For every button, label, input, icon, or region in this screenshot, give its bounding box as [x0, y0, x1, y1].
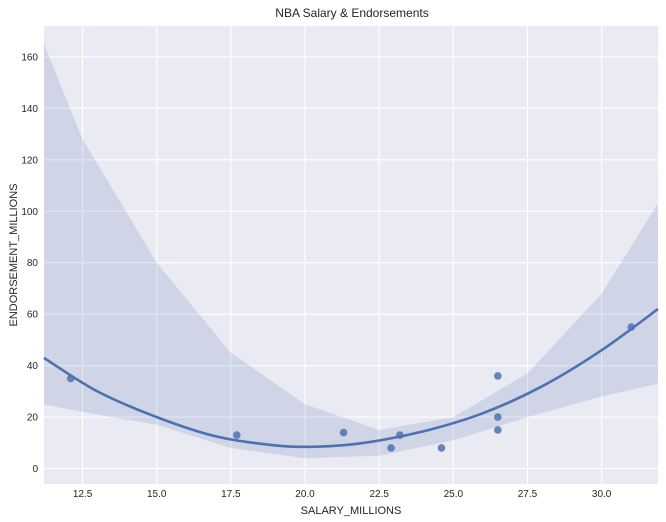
x-tick-label: 20.0 [295, 489, 315, 500]
plot-area [44, 26, 658, 484]
x-tick-label: 30.0 [592, 489, 612, 500]
data-point [339, 428, 348, 437]
y-tick-label: 60 [27, 310, 39, 321]
y-axis-label: ENDORSEMENT_MILLIONS [8, 183, 20, 326]
y-tick-label: 80 [27, 258, 39, 269]
x-tick-label: 15.0 [147, 489, 167, 500]
y-tick-label: 120 [21, 155, 38, 166]
x-tick-label: 12.5 [73, 489, 93, 500]
data-point [233, 431, 241, 439]
chart-title: NBA Salary & Endorsements [275, 6, 428, 20]
y-tick-label: 40 [27, 361, 39, 372]
data-point [627, 323, 636, 331]
x-tick-label: 22.5 [369, 489, 389, 500]
y-tick-label: 160 [21, 52, 38, 63]
y-tick-label: 0 [32, 464, 38, 475]
data-point [494, 372, 502, 380]
data-point [396, 431, 404, 439]
data-points [66, 323, 636, 452]
x-tick-label: 25.0 [444, 489, 464, 500]
x-axis-label: SALARY_MILLIONS [301, 505, 402, 517]
y-tick-label: 100 [21, 207, 38, 218]
confidence-band [44, 44, 658, 459]
regression-line [43, 307, 659, 449]
y-tick-label: 20 [27, 413, 39, 424]
data-point [387, 444, 395, 452]
data-point [66, 374, 75, 383]
y-tick-label: 140 [21, 104, 38, 115]
x-tick-label: 27.5 [518, 489, 538, 500]
y-tick-labels: 0 20 40 60 80 100 120 140 160 [21, 52, 38, 475]
grid-lines [44, 26, 658, 484]
data-point [494, 426, 502, 434]
x-tick-label: 17.5 [221, 489, 241, 500]
data-point [437, 444, 446, 452]
x-tick-labels: 12.5 15.0 17.5 20.0 22.5 25.0 27.5 30.0 [73, 489, 612, 500]
data-point [494, 413, 502, 421]
